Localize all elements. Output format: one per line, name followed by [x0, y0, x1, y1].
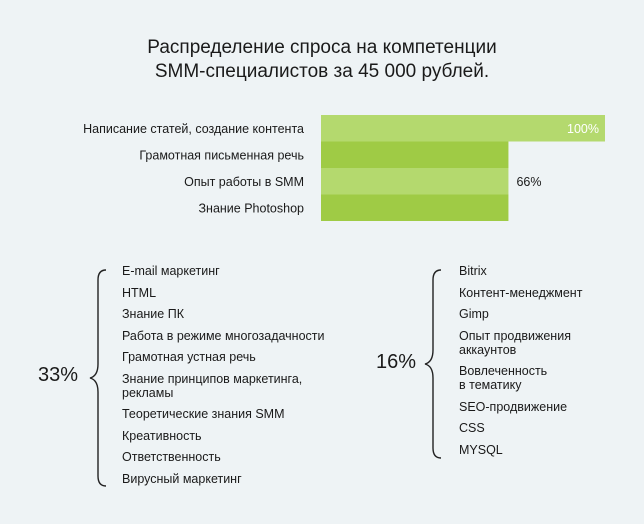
- list-item: Вирусный маркетинг: [122, 471, 242, 486]
- list-item: CSS: [459, 421, 485, 435]
- category-label-1: Грамотная письменная речь: [139, 148, 304, 162]
- list-item: Работа в режиме многозадачности: [122, 328, 325, 343]
- category-label-0: Написание статей, создание контента: [83, 122, 304, 136]
- group-16-percent: 16%: [376, 351, 417, 373]
- list-item: HTML: [122, 285, 157, 300]
- group-16-list: Bitrix Контент-менеджмент Gimp Опыт продвиж…: [459, 264, 582, 464]
- group-33-brace: [89, 269, 107, 487]
- list-item: Контент-менеджмент: [459, 285, 583, 300]
- chart-title: Распределение спроса на компетенции SMM-…: [0, 36, 644, 84]
- list-item: Вовлеченность в тематику: [459, 364, 548, 392]
- list-item: Знание ПК: [122, 307, 184, 321]
- list-item: Грамотная устная речь: [122, 350, 256, 364]
- bar-chart: Написание статей, создание контента 100% Г…: [83, 115, 605, 221]
- group-33-list: E-mail маркетинг HTML Знание ПК Работа в ре…: [122, 264, 324, 493]
- bar-0: [321, 115, 605, 142]
- data-label-2: 66%: [516, 175, 541, 189]
- list-item: Bitrix: [459, 264, 487, 278]
- category-label-2: Опыт работы в SMM: [184, 175, 304, 189]
- list-item: Знание принципов маркетинга, рекламы: [122, 371, 303, 400]
- group-33-percent: 33%: [38, 364, 79, 386]
- title-line-1: Распределение спроса на компетенции: [147, 37, 497, 58]
- list-item: Опыт продвижения аккаунтов: [459, 328, 571, 357]
- list-item: Ответственность: [122, 450, 221, 464]
- list-item: Gimp: [459, 307, 489, 321]
- list-item: MYSQL: [459, 442, 503, 457]
- list-item: Теоретические знания SMM: [122, 407, 285, 421]
- category-label-3: Знание Photoshop: [199, 201, 305, 215]
- list-item: SEO-продвижение: [459, 399, 568, 414]
- bar-2: [321, 168, 509, 195]
- bar-1: [321, 141, 509, 168]
- title-line-2: SMM-специалистов за 45 000 рублей.: [154, 61, 490, 82]
- group-16-brace: [424, 269, 442, 459]
- list-item: Креативность: [122, 428, 202, 443]
- data-label-0: 100%: [567, 122, 599, 136]
- bar-3: [321, 194, 509, 221]
- list-item: E-mail маркетинг: [122, 264, 220, 278]
